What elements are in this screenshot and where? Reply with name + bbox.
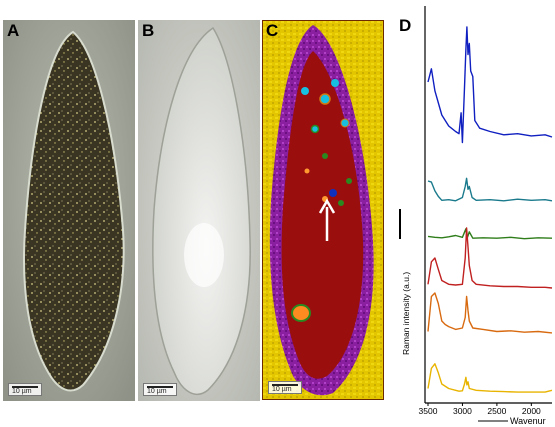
spectrum-line-3 bbox=[427, 228, 553, 240]
inclusion-spots bbox=[291, 79, 352, 322]
cell-interior-region bbox=[281, 51, 364, 379]
raman-spectra-chart: 3500 3000 2500 2000 Raman intensity (a.u.) … bbox=[399, 6, 553, 426]
spectrum-line-4 bbox=[427, 227, 553, 289]
panel-a: A 10 µm bbox=[3, 20, 135, 401]
x-tick-label: 3500 bbox=[419, 406, 438, 416]
x-tick-label: 2500 bbox=[487, 406, 506, 416]
scale-bar-label: 10 µm bbox=[272, 386, 292, 393]
scale-bar: 10 µm bbox=[8, 383, 42, 396]
panel-label: B bbox=[142, 21, 155, 40]
spectrum-line-1 bbox=[427, 26, 553, 144]
cell-body bbox=[23, 30, 125, 392]
arrow-head-icon bbox=[318, 198, 336, 214]
scale-bar-label: 10 µm bbox=[12, 388, 32, 395]
x-tick-label: 3000 bbox=[453, 406, 472, 416]
panel-label: D bbox=[399, 16, 412, 35]
spectrum-line-6 bbox=[427, 363, 553, 393]
scale-bar: 10 µm bbox=[268, 381, 302, 394]
panel-b: B 10 µm bbox=[138, 20, 260, 401]
x-tick-label: 2000 bbox=[522, 406, 541, 416]
y-axis-label: Raman intensity (a.u.) bbox=[401, 272, 411, 355]
spectrum-line-5 bbox=[427, 292, 553, 334]
panel-label: A bbox=[7, 21, 20, 40]
panel-label: C bbox=[266, 21, 279, 40]
cell-nucleus bbox=[184, 223, 224, 287]
scale-bar: 10 µm bbox=[143, 383, 177, 396]
panel-d: D 3500 3000 2500 2000 Raman intensity (a.u.… bbox=[388, 0, 555, 427]
cell-body bbox=[152, 26, 251, 395]
spectrum-line-2 bbox=[427, 177, 553, 202]
scale-bar-label: 10 µm bbox=[147, 388, 167, 395]
panel-c-raman-map bbox=[263, 21, 383, 399]
panel-b-micrograph bbox=[138, 20, 260, 401]
panel-a-micrograph bbox=[3, 20, 135, 401]
panel-c: C 10 µm bbox=[262, 20, 384, 400]
x-axis-label: Wavenur bbox=[510, 416, 546, 426]
